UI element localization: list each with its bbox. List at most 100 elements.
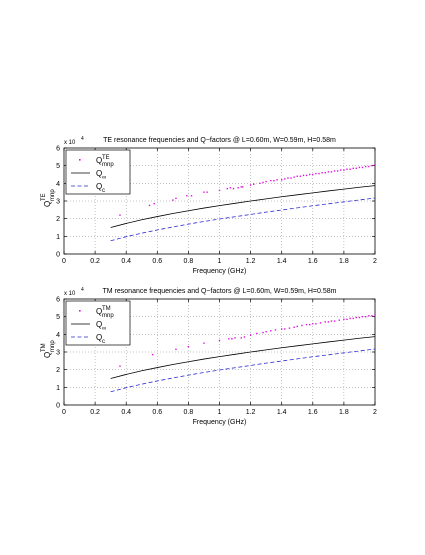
x-tick-label: 0.8 (184, 258, 194, 265)
x-tick-label: 1.2 (246, 409, 256, 416)
y-tick-label: 5 (56, 314, 60, 321)
data-point (355, 167, 358, 170)
x-axis-label: Frequency (GHz) (193, 268, 247, 275)
data-point (301, 324, 303, 327)
data-point (119, 214, 121, 216)
data-point (333, 170, 336, 172)
legend-label-sub: c (102, 339, 105, 345)
data-point (262, 181, 264, 184)
data-point (274, 329, 277, 331)
data-point (352, 317, 354, 320)
legend-marker-point (79, 159, 81, 161)
y-tick-label: 1 (56, 234, 60, 241)
legend-label-sub: ∞ (102, 326, 106, 332)
y-tick-label: 0 (56, 403, 60, 410)
y-axis-label-sub: mnp (50, 340, 56, 352)
legend-label-sup: TE (102, 155, 110, 161)
data-point (270, 179, 272, 182)
data-point (249, 334, 252, 336)
chart-tm: 0 0.2 0.4 0.6 0.8 1 1.2 1.4 1.6 1.8 2 0 1 2 3 4 5 6 x 10 4 T… (41, 287, 377, 426)
data-point (175, 197, 177, 200)
legend-label-main: Q (96, 333, 102, 342)
data-point (240, 186, 242, 188)
data-point (371, 315, 373, 317)
data-point (151, 353, 154, 356)
data-point (319, 322, 322, 324)
y-tick-label: 5 (56, 163, 60, 170)
data-point (243, 336, 246, 338)
data-point (374, 164, 376, 166)
data-point (276, 179, 278, 181)
data-point (358, 316, 361, 319)
data-point (340, 169, 342, 171)
series-q-inf-line (110, 185, 376, 228)
x-tick-label: 1 (218, 409, 222, 416)
data-point (265, 330, 267, 333)
data-point (281, 179, 283, 181)
data-point (187, 346, 190, 348)
data-point (290, 177, 292, 179)
data-point (346, 168, 348, 170)
legend-box (65, 300, 131, 346)
x-tick-label: 0 (62, 258, 66, 265)
x-tick-label: 0.4 (121, 258, 131, 265)
y-tick-label: 1 (56, 385, 60, 392)
data-point (371, 164, 373, 167)
x-tick-label: 0.2 (90, 409, 100, 416)
data-point (349, 317, 351, 320)
data-point (119, 365, 121, 367)
y-tick-label: 6 (56, 297, 60, 304)
legend-box (65, 149, 131, 195)
legend-label: Q ∞ (96, 320, 106, 332)
x-tick-label: 1 (218, 258, 222, 265)
data-point (324, 321, 326, 323)
data-point (358, 166, 361, 169)
y-tick-label: 2 (56, 367, 60, 374)
x-tick-label: 0.6 (152, 258, 162, 265)
chart-title: TM resonance frequencies and Q−factors @… (103, 288, 337, 295)
data-point (256, 332, 258, 335)
y-exponent-label: x 10 (64, 140, 76, 146)
data-point (249, 184, 252, 186)
data-point (361, 315, 364, 318)
data-point (240, 337, 242, 339)
data-point (226, 187, 228, 190)
x-tick-label: 0.4 (121, 409, 131, 416)
y-tick-label: 0 (56, 252, 60, 259)
chart-te: 0 0.2 0.4 0.6 0.8 1 1.2 1.4 1.6 1.8 2 0 1 2 3 4 5 6 x 10 4 T… (41, 136, 377, 275)
data-point (364, 315, 367, 318)
legend-label-sub: c (102, 188, 105, 194)
legend-label-sub: ∞ (102, 175, 106, 181)
y-tick-label: 6 (56, 146, 60, 153)
y-tick-label: 4 (56, 181, 60, 188)
legend-label-main: Q (96, 182, 102, 191)
chart-title: TE resonance frequencies and Q−factors @… (103, 137, 336, 144)
y-tick-label: 3 (56, 199, 60, 206)
data-point (312, 173, 314, 176)
data-point (364, 165, 367, 168)
data-point (321, 172, 323, 174)
data-point (288, 327, 291, 329)
legend-marker-point (79, 310, 81, 312)
y-axis-label-main: Q (43, 352, 52, 358)
data-point (330, 320, 333, 322)
data-point (287, 177, 289, 179)
data-point (312, 323, 314, 325)
data-point (349, 168, 351, 170)
data-point (299, 175, 302, 177)
data-point (315, 172, 317, 175)
y-axis-label-sub: mnp (50, 189, 56, 201)
series-q-mnp (119, 164, 376, 216)
legend-label-sup: TM (102, 306, 111, 312)
data-point (175, 348, 177, 351)
data-point (361, 166, 364, 169)
data-point (281, 328, 283, 330)
data-point (218, 189, 221, 192)
data-point (368, 315, 370, 317)
data-point (172, 199, 174, 201)
data-point (186, 195, 188, 197)
data-point (203, 342, 205, 344)
